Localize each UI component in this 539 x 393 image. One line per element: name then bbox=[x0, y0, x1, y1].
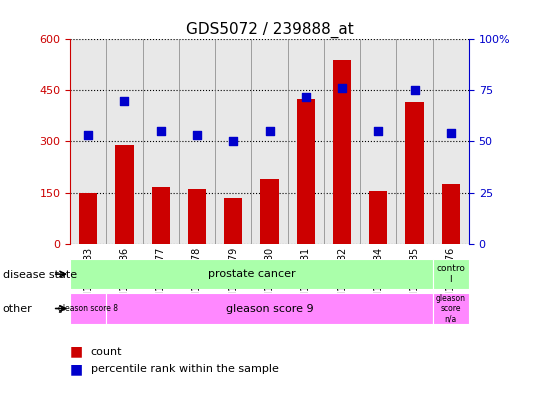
FancyBboxPatch shape bbox=[433, 293, 469, 324]
Point bbox=[410, 87, 419, 94]
Point bbox=[301, 94, 310, 100]
Point bbox=[446, 130, 455, 136]
Bar bbox=[224, 198, 243, 244]
Point bbox=[120, 97, 129, 104]
Point bbox=[84, 132, 93, 138]
Text: other: other bbox=[3, 303, 32, 314]
Bar bbox=[115, 145, 134, 244]
Title: GDS5072 / 239888_at: GDS5072 / 239888_at bbox=[185, 22, 354, 38]
Text: gleason score 9: gleason score 9 bbox=[226, 303, 313, 314]
Text: prostate cancer: prostate cancer bbox=[208, 269, 295, 279]
Point bbox=[374, 128, 383, 134]
FancyBboxPatch shape bbox=[70, 259, 433, 289]
Point bbox=[338, 85, 347, 92]
Bar bbox=[79, 193, 97, 244]
Text: count: count bbox=[91, 347, 122, 357]
Bar bbox=[296, 99, 315, 244]
Text: percentile rank within the sample: percentile rank within the sample bbox=[91, 364, 279, 375]
Point bbox=[192, 132, 201, 138]
Bar bbox=[369, 191, 388, 244]
Bar bbox=[405, 102, 424, 244]
Point bbox=[265, 128, 274, 134]
Bar bbox=[260, 179, 279, 244]
FancyBboxPatch shape bbox=[106, 293, 433, 324]
Text: ■: ■ bbox=[70, 345, 83, 359]
Bar bbox=[151, 187, 170, 244]
Point bbox=[229, 138, 238, 145]
Text: contro
l: contro l bbox=[437, 264, 465, 284]
FancyBboxPatch shape bbox=[433, 259, 469, 289]
Text: gleason
score
n/a: gleason score n/a bbox=[436, 294, 466, 323]
Text: disease state: disease state bbox=[3, 270, 77, 280]
Bar bbox=[333, 60, 351, 244]
FancyBboxPatch shape bbox=[70, 293, 106, 324]
Point bbox=[156, 128, 165, 134]
Text: ■: ■ bbox=[70, 362, 83, 376]
Text: gleason score 8: gleason score 8 bbox=[58, 304, 118, 313]
Bar bbox=[188, 189, 206, 244]
Bar bbox=[442, 184, 460, 244]
